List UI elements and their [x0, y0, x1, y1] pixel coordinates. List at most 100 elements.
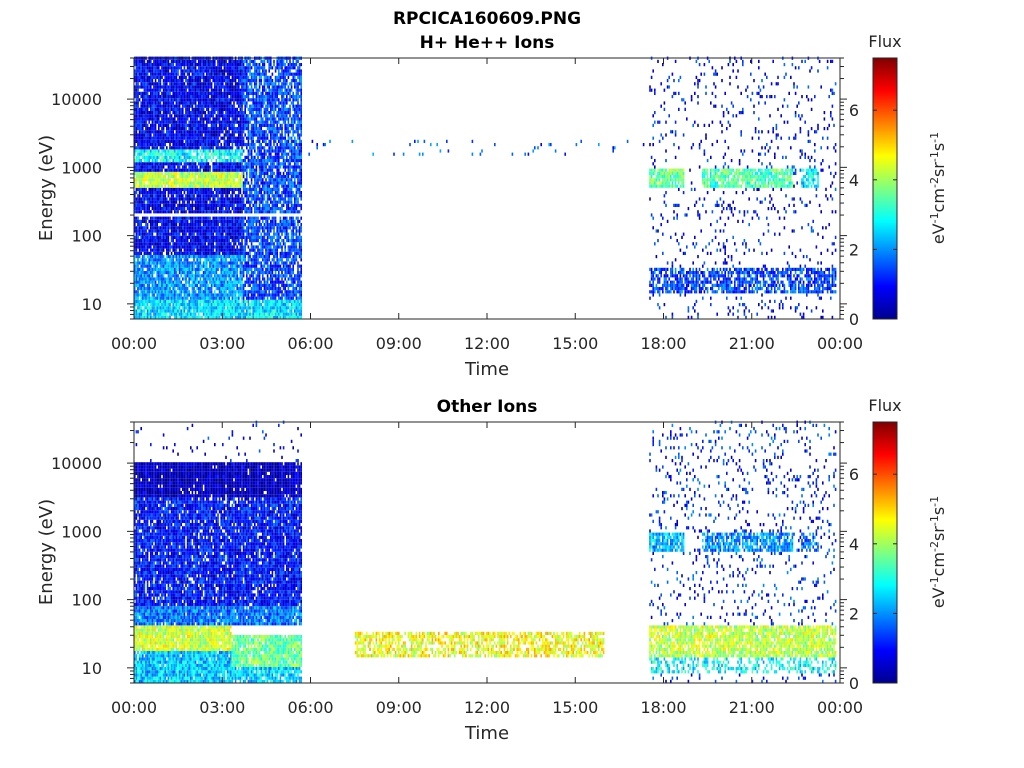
- spectrogram-cell: [276, 242, 278, 246]
- spectrogram-cell: [210, 203, 213, 207]
- spectrogram-cell: [236, 277, 238, 281]
- spectrogram-cell: [292, 184, 294, 188]
- spectrogram-cell: [665, 315, 667, 319]
- spectrogram-cell: [138, 181, 141, 185]
- spectrogram-cell: [156, 187, 158, 191]
- spectrogram-cell: [681, 277, 683, 281]
- spectrogram-cell: [140, 280, 142, 284]
- spectrogram-cell: [196, 187, 198, 191]
- spectrogram-cell: [162, 261, 165, 265]
- spectrogram-cell: [673, 210, 675, 214]
- spectrogram-cell: [242, 267, 245, 271]
- spectrogram-cell: [289, 261, 291, 265]
- spectrogram-cell: [138, 226, 141, 230]
- spectrogram-cell: [284, 242, 286, 246]
- spectrogram-cell: [735, 296, 738, 300]
- spectrogram-cell: [674, 274, 677, 278]
- spectrogram-cell: [161, 242, 163, 246]
- spectrogram-cell: [193, 197, 195, 201]
- spectrogram-cell: [719, 280, 722, 284]
- spectrogram-cell: [254, 232, 256, 236]
- spectrogram-cell: [135, 203, 138, 207]
- spectrogram-cell: [271, 303, 274, 307]
- spectrogram-cell: [169, 271, 171, 275]
- spectrogram-cell: [142, 245, 144, 249]
- spectrogram-cell: [191, 315, 194, 319]
- spectrogram-cell: [818, 271, 821, 275]
- spectrogram-cell: [716, 203, 718, 207]
- spectrogram-cell: [217, 280, 219, 284]
- spectrogram-cell: [138, 293, 141, 297]
- spectrogram-cell: [258, 296, 261, 300]
- spectrogram-cell: [748, 280, 750, 284]
- spectrogram-cell: [186, 309, 189, 313]
- spectrogram-cell: [215, 261, 218, 265]
- spectrogram-cell: [694, 271, 696, 275]
- spectrogram-cell: [276, 280, 278, 284]
- spectrogram-cell: [164, 303, 166, 307]
- spectrogram-cell: [150, 181, 152, 185]
- spectrogram-cell: [663, 283, 666, 287]
- spectrogram-cell: [137, 194, 139, 198]
- spectrogram-cell: [164, 232, 166, 236]
- spectrogram-cell: [258, 315, 261, 319]
- spectrogram-cell: [151, 184, 154, 188]
- spectrogram-cell: [178, 296, 181, 300]
- spectrogram-cell: [652, 280, 654, 284]
- spectrogram-cell: [281, 309, 283, 313]
- spectrogram-cell: [294, 181, 296, 185]
- spectrogram-cell: [169, 203, 171, 207]
- spectrogram-cell: [143, 181, 146, 185]
- spectrogram-cell: [183, 229, 186, 233]
- spectrogram-cell: [236, 219, 238, 223]
- spectrogram-cell: [138, 315, 141, 319]
- spectrogram-cell: [666, 219, 669, 223]
- spectrogram-cell: [162, 226, 165, 230]
- spectrogram-cell: [228, 287, 230, 291]
- spectrogram-cell: [198, 255, 200, 259]
- spectrogram-cell: [241, 312, 243, 316]
- spectrogram-cell: [276, 235, 278, 239]
- spectrogram-cell: [172, 271, 174, 275]
- spectrogram-cell: [690, 187, 693, 191]
- spectrogram-cell: [745, 287, 747, 291]
- spectrogram-cell: [263, 194, 266, 198]
- spectrogram-cell: [180, 226, 182, 230]
- spectrogram-cell: [246, 191, 248, 195]
- spectrogram-cell: [202, 290, 205, 294]
- spectrogram-cell: [162, 197, 165, 201]
- spectrogram-cell: [191, 232, 194, 236]
- spectrogram-cell: [254, 248, 256, 252]
- spectrogram-cell: [802, 290, 805, 294]
- spectrogram-cell: [164, 239, 166, 243]
- spectrogram-cell: [218, 283, 221, 287]
- spectrogram-cell: [276, 267, 278, 271]
- spectrogram-cell: [300, 303, 302, 307]
- spectrogram-cell: [134, 290, 136, 294]
- spectrogram-cell: [191, 264, 194, 268]
- spectrogram-cell: [137, 203, 139, 207]
- spectrogram-cell: [783, 283, 786, 287]
- spectrogram-cell: [233, 303, 235, 307]
- spectrogram-cell: [206, 226, 208, 230]
- spectrogram-cell: [255, 181, 258, 185]
- spectrogram-cell: [297, 315, 299, 319]
- spectrogram-cell: [242, 232, 245, 236]
- spectrogram-cell: [190, 223, 192, 227]
- spectrogram-cell: [150, 187, 152, 191]
- spectrogram-cell: [300, 267, 302, 271]
- spectrogram-cell: [167, 299, 170, 303]
- spectrogram-cell: [831, 283, 834, 287]
- spectrogram-cell: [135, 315, 138, 319]
- spectrogram-cell: [806, 271, 808, 275]
- spectrogram-cell: [164, 197, 166, 201]
- spectrogram-cell: [300, 306, 302, 310]
- spectrogram-cell: [191, 280, 194, 284]
- spectrogram-cell: [170, 219, 173, 223]
- spectrogram-cell: [718, 184, 720, 188]
- spectrogram-cell: [273, 261, 275, 265]
- spectrogram-cell: [714, 261, 717, 265]
- spectrogram-cell: [220, 283, 222, 287]
- spectrogram-cell: [292, 287, 294, 291]
- spectrogram-cell: [652, 271, 654, 275]
